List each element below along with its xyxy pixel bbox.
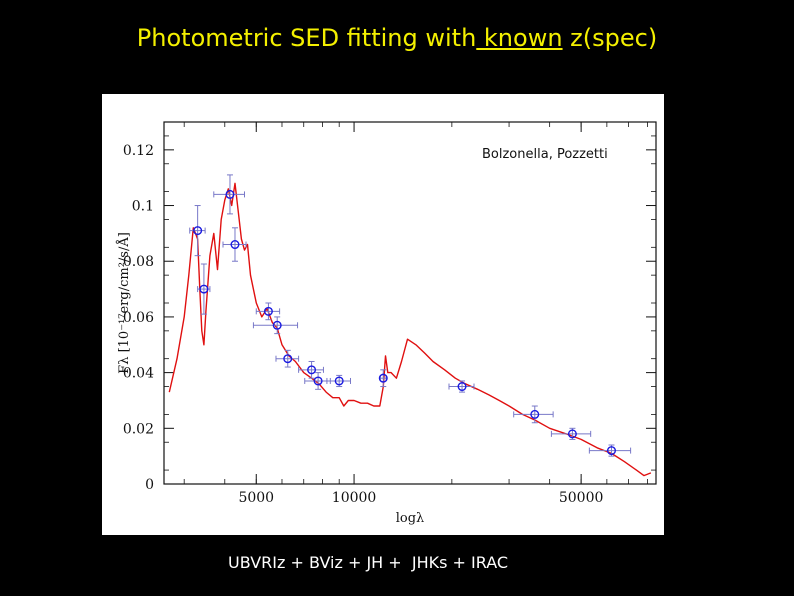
photometry-marker xyxy=(193,226,203,236)
plot-frame xyxy=(163,121,657,485)
filter-caption: UBVRIz + BViz + JH + JHKs + IRAC xyxy=(228,553,509,572)
y-tick-label: 0.06 xyxy=(123,310,154,326)
photometry-point xyxy=(197,263,211,315)
y-tick-label: 0.12 xyxy=(123,143,154,159)
photometry-marker xyxy=(230,240,240,250)
photometry-marker xyxy=(530,409,540,419)
photometry-marker xyxy=(225,189,235,199)
photometry-point xyxy=(222,227,247,262)
y-tick-label: 0.04 xyxy=(123,366,154,382)
y-tick-label: 0.1 xyxy=(132,199,154,215)
credit-annotation: Bolzonella, Pozzetti xyxy=(482,147,608,162)
x-tick-label: 50000 xyxy=(559,490,604,506)
photometry-marker xyxy=(606,446,616,456)
photometry-point xyxy=(513,405,554,424)
model-line xyxy=(168,182,652,477)
y-axis-label: Fλ [10⁻¹⁷erg/cm²/s/Å] xyxy=(116,232,132,374)
photometry-marker xyxy=(334,376,344,386)
photometry-marker xyxy=(283,354,293,364)
photometry-marker xyxy=(313,376,323,386)
photometry-point xyxy=(275,349,300,368)
photometry-point xyxy=(588,444,632,457)
x-tick-label: 5000 xyxy=(238,490,274,506)
photometry-marker xyxy=(307,365,317,375)
photometry-point xyxy=(252,316,299,335)
sed-chart: 00.020.040.060.080.10.12 5000 10000 50000 … xyxy=(116,121,657,526)
photometry-point xyxy=(304,372,331,390)
photometry-point xyxy=(550,427,592,440)
photometry-point xyxy=(213,174,245,215)
y-tick-label: 0.08 xyxy=(123,254,154,270)
y-tick-labels: 0 0.02 0.04 0.06 0.08 0.1 0.12 xyxy=(123,143,154,493)
axis-ticks xyxy=(164,122,656,485)
y-tick-label: 0.02 xyxy=(123,421,154,437)
photometry-point xyxy=(255,302,281,321)
x-axis-label: logλ xyxy=(396,511,425,526)
y-tick-label: 0 xyxy=(145,477,154,493)
plot-panel: 0 0.02 0.04 0.06 0.08 0.1 0.12 5000 10000 50000 … xyxy=(102,94,664,535)
model-spectrum xyxy=(168,182,652,477)
slide-title: Photometric SED fitting with known z(spe… xyxy=(0,24,794,52)
photometry-marker xyxy=(457,382,467,392)
photometry-point xyxy=(378,369,388,388)
photometry-marker xyxy=(199,284,209,294)
photometry-point xyxy=(448,380,475,393)
photometry-points xyxy=(189,174,632,457)
photometry-marker xyxy=(567,429,577,439)
title-text-post: z(spec) xyxy=(562,24,658,52)
photometry-point xyxy=(189,205,206,257)
photometry-marker xyxy=(272,320,282,330)
photometry-marker xyxy=(263,306,273,316)
title-text-pre: Photometric SED fitting with xyxy=(136,24,477,52)
photometry-marker xyxy=(378,373,388,383)
photometry-point xyxy=(326,374,351,388)
title-text-underlined: known xyxy=(476,24,563,52)
photometry-point xyxy=(298,360,324,379)
x-tick-label: 10000 xyxy=(332,490,377,506)
x-tick-labels: 5000 10000 50000 xyxy=(238,490,603,506)
